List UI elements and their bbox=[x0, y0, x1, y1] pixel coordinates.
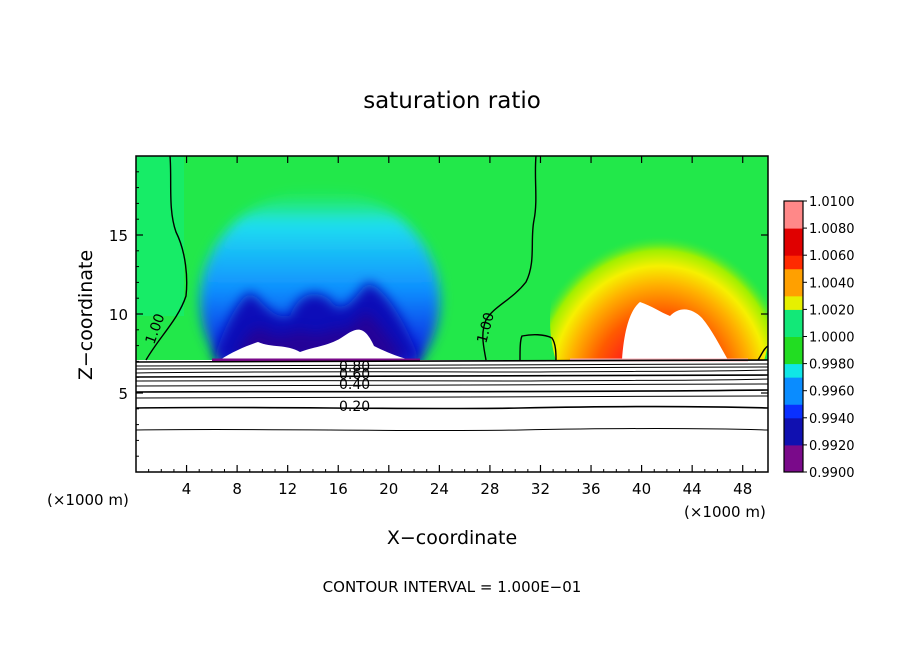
x-tick-label: 36 bbox=[581, 480, 600, 498]
contour-label: 0.20 bbox=[339, 399, 370, 415]
contour-1-00-left bbox=[145, 155, 188, 361]
colorbar-cell bbox=[784, 322, 803, 337]
contour-labels: 1.00 1.00 0.80 0.60 0.40 0.20 bbox=[143, 311, 498, 415]
x-tick-label: 8 bbox=[232, 480, 242, 498]
x-tick-label: 32 bbox=[531, 480, 550, 498]
contour-line bbox=[135, 374, 769, 378]
colorbar-cell bbox=[784, 201, 803, 216]
terrain-bump-left bbox=[220, 329, 410, 360]
masked-lower-region bbox=[136, 360, 768, 472]
colorbar-cell bbox=[784, 350, 803, 365]
colorbar-cell bbox=[784, 268, 803, 283]
colorbar-cell bbox=[784, 241, 803, 256]
colorbar-tick-label: 0.9900 bbox=[809, 466, 855, 481]
contour-line bbox=[135, 378, 769, 382]
y-tick-label: 10 bbox=[109, 306, 128, 324]
contour-line bbox=[135, 369, 769, 374]
colorbar-tick-label: 0.9960 bbox=[809, 385, 855, 400]
x-tick-label: 40 bbox=[632, 480, 651, 498]
colorbar-cell bbox=[784, 444, 803, 459]
x-units-left: (×1000 m) bbox=[47, 491, 129, 509]
colorbar-cell bbox=[784, 336, 803, 351]
contour-label: 1.00 bbox=[474, 311, 498, 345]
contour-label: 0.40 bbox=[339, 377, 370, 393]
colorbar-cell bbox=[784, 458, 803, 473]
y-tick-label: 5 bbox=[118, 385, 128, 403]
x-axis-ticks: 4 8 12 16 20 24 28 32 36 40 44 48 bbox=[148, 156, 756, 498]
x-axis-label: X−coordinate bbox=[386, 527, 518, 549]
contour-label: 0.60 bbox=[339, 367, 370, 383]
contour-1-00-center bbox=[482, 155, 537, 361]
x-tick-label: 24 bbox=[430, 480, 449, 498]
y-axis-ticks: 5 10 15 bbox=[109, 171, 768, 457]
colorbar-cell bbox=[784, 417, 803, 432]
colorbar-cell bbox=[784, 295, 803, 310]
contour-1-00-right bbox=[757, 345, 769, 361]
contour-line bbox=[135, 428, 769, 432]
colorbar-cell bbox=[784, 404, 803, 419]
colorbar-cell bbox=[784, 363, 803, 378]
x-tick-label: 12 bbox=[278, 480, 297, 498]
colorbar-cell bbox=[784, 390, 803, 405]
contour-1-00-pocket bbox=[519, 333, 557, 361]
contour-line bbox=[135, 363, 769, 367]
contour-lines bbox=[145, 155, 769, 361]
contour-line bbox=[135, 383, 769, 387]
colorbar-cell bbox=[784, 255, 803, 270]
chart-title: saturation ratio bbox=[363, 88, 541, 114]
colorbar-tick-label: 1.0000 bbox=[809, 331, 855, 346]
x-tick-label: 20 bbox=[379, 480, 398, 498]
colorbar-tick-label: 1.0060 bbox=[809, 249, 855, 264]
colorbar-cell bbox=[784, 214, 803, 229]
x-tick-label: 28 bbox=[480, 480, 499, 498]
background-field-left bbox=[136, 156, 184, 316]
colorbar: 1.0100 1.0080 1.0060 1.0040 1.0020 1.0000 0.99… bbox=[783, 195, 855, 481]
supersaturated-masked-core bbox=[622, 302, 728, 360]
contour-label: 0.80 bbox=[339, 359, 370, 375]
x-tick-label: 48 bbox=[733, 480, 752, 498]
contour-line bbox=[135, 389, 769, 393]
colorbar-tick-label: 1.0080 bbox=[809, 222, 855, 237]
x-tick-label: 44 bbox=[683, 480, 702, 498]
colorbar-tick-label: 1.0020 bbox=[809, 303, 855, 318]
heatmap-field bbox=[136, 156, 768, 472]
x-tick-label: 4 bbox=[182, 480, 192, 498]
colorbar-tick-label: 0.9940 bbox=[809, 412, 855, 427]
colorbar-cell bbox=[784, 228, 803, 243]
contour-interval-note: CONTOUR INTERVAL = 1.000E−01 bbox=[322, 578, 582, 596]
contour-line bbox=[135, 366, 769, 370]
x-units-right: (×1000 m) bbox=[684, 503, 766, 521]
colorbar-tick-label: 0.9980 bbox=[809, 358, 855, 373]
colorbar-tick-label: 0.9920 bbox=[809, 439, 855, 454]
colorbar-tick-label: 1.0040 bbox=[809, 276, 855, 291]
contour-line bbox=[135, 359, 769, 363]
contour-line bbox=[135, 395, 769, 399]
y-tick-label: 15 bbox=[109, 227, 128, 245]
lower-contours bbox=[135, 359, 769, 432]
colorbar-tick-label: 1.0100 bbox=[809, 195, 855, 210]
x-tick-label: 16 bbox=[329, 480, 348, 498]
colorbar-cell bbox=[784, 377, 803, 392]
contour-line bbox=[135, 405, 769, 410]
colorbar-cell bbox=[784, 282, 803, 297]
colorbar-cell bbox=[784, 431, 803, 446]
colorbar-cell bbox=[784, 309, 803, 324]
